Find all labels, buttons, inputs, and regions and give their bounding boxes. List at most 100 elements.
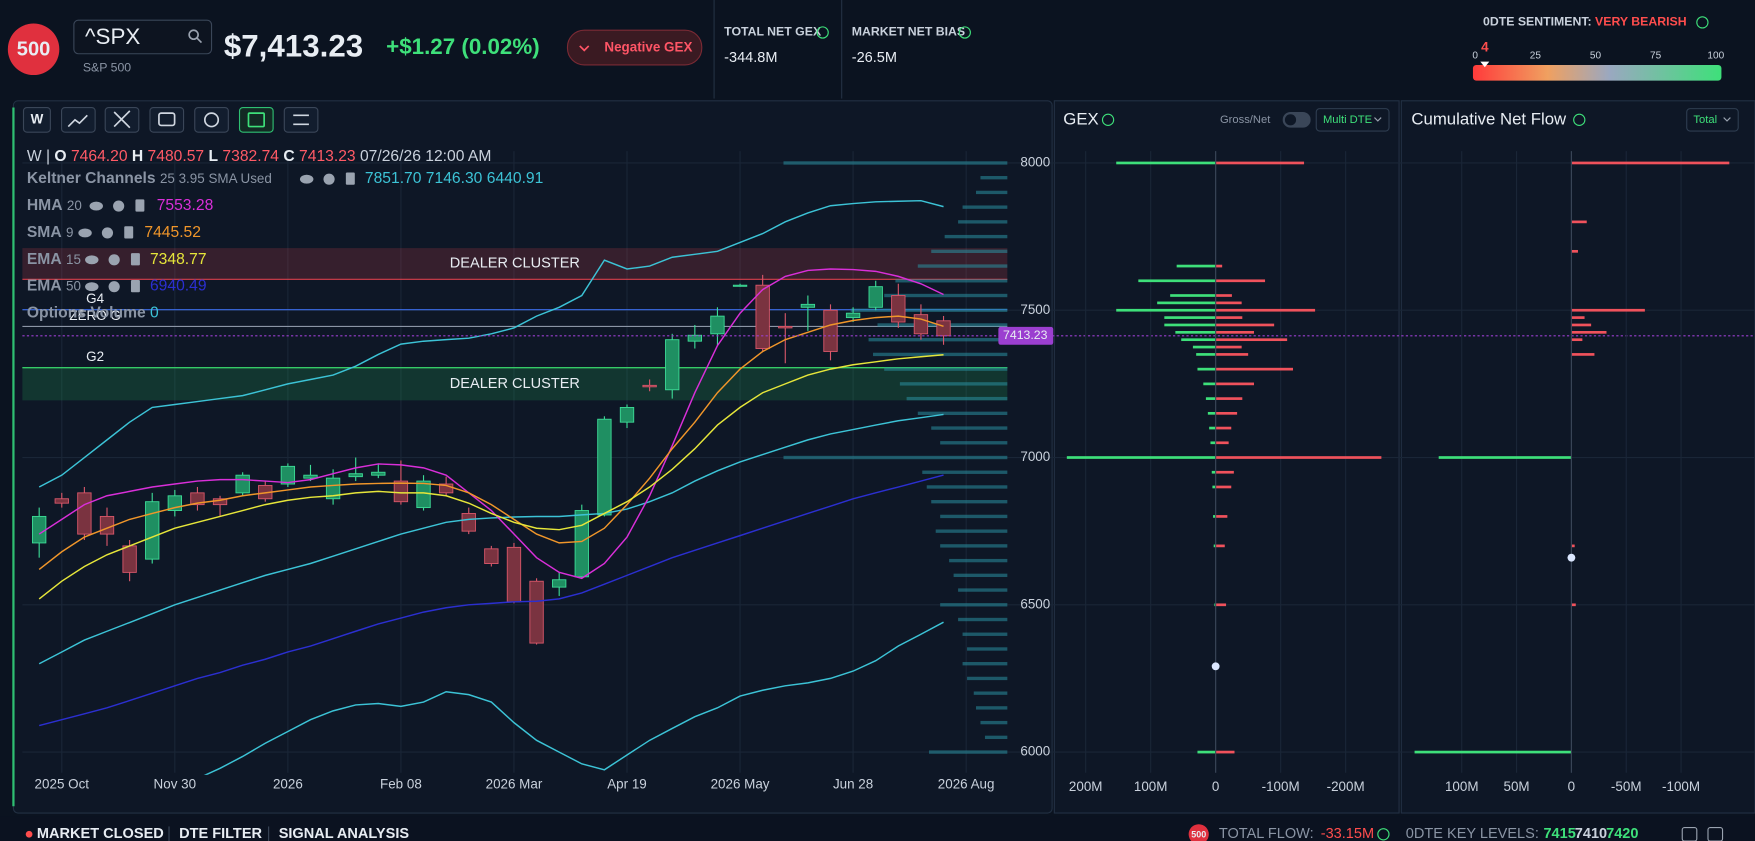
candle-body xyxy=(348,473,363,478)
indicator-line xyxy=(38,354,944,600)
flow-value: -33.15M xyxy=(1321,826,1374,841)
x-tick-label: Apr 19 xyxy=(607,777,647,792)
sentiment-marker xyxy=(1480,61,1490,68)
ohlc-value: 7413.23 xyxy=(299,148,356,165)
info-icon[interactable] xyxy=(958,26,971,39)
gex-bar xyxy=(1215,382,1255,386)
sentiment-tick: 75 xyxy=(1650,51,1662,62)
candle-body xyxy=(529,580,544,644)
icon xyxy=(247,112,265,128)
toggle-knob xyxy=(1284,114,1297,126)
price-tag xyxy=(998,326,1054,345)
candle-body xyxy=(416,480,431,509)
sentiment-bar xyxy=(1472,64,1722,81)
indicator-params: 9 xyxy=(66,224,73,239)
cluster-label: DEALER CLUSTER xyxy=(450,256,580,272)
indicator-line xyxy=(38,268,944,580)
candle-body xyxy=(122,545,137,573)
gex-bar xyxy=(1215,603,1227,607)
footer-tab[interactable]: SIGNAL ANALYSIS xyxy=(279,826,410,841)
volume-bar xyxy=(899,382,1008,386)
indicator-line xyxy=(38,474,944,727)
candle-body xyxy=(552,579,567,588)
indicator-name: SMA xyxy=(27,224,62,241)
info-icon[interactable] xyxy=(1101,113,1115,126)
ohlc-value: 7480.57 xyxy=(148,148,205,165)
bot-button[interactable] xyxy=(149,106,185,133)
symbol-name: S&P 500 xyxy=(83,61,131,75)
volume-bar xyxy=(935,529,1008,533)
key-level: 7410 xyxy=(1575,826,1607,841)
badge-text: 500 xyxy=(1191,830,1206,840)
gex-bar xyxy=(1213,544,1216,548)
price-tag-text: 7413.23 xyxy=(1003,328,1048,342)
info-icon[interactable] xyxy=(1696,16,1709,29)
search-box[interactable] xyxy=(73,19,213,55)
gex-bar xyxy=(1215,308,1316,312)
candle-body xyxy=(642,384,657,388)
volume-bar xyxy=(884,367,1008,371)
eye-icon xyxy=(78,228,92,238)
candle-body xyxy=(77,492,92,535)
indicators-button[interactable] xyxy=(60,106,96,133)
indicator-legend: Keltner Channels 25 3.95 SMA Used xyxy=(27,170,272,187)
icon-button[interactable] xyxy=(1681,827,1698,841)
y-tick-label: 6000 xyxy=(1020,744,1050,759)
search-icon[interactable] xyxy=(188,29,199,41)
interval-button[interactable] xyxy=(22,106,51,133)
chevron xyxy=(579,45,590,52)
candle-body xyxy=(868,286,883,308)
indicator-name: EMA xyxy=(27,251,62,268)
volume-bar xyxy=(940,603,1008,607)
candle-body xyxy=(665,339,680,391)
info-icon[interactable] xyxy=(816,26,829,39)
gex-bar xyxy=(1215,397,1243,400)
stat-value: -26.5M xyxy=(852,50,897,66)
icon xyxy=(293,114,309,126)
x-tick-label: -200M xyxy=(1327,779,1365,794)
gex-bar xyxy=(1170,294,1216,297)
gear-icon xyxy=(113,200,125,212)
gex-bar xyxy=(1571,316,1585,319)
gex-bar xyxy=(1215,301,1242,305)
x-tick-label: 2026 xyxy=(273,777,303,792)
footer-tab[interactable]: DTE FILTER xyxy=(179,826,262,841)
volume-bar xyxy=(868,338,1008,342)
volume-bar xyxy=(980,176,1008,180)
calendar-button[interactable] xyxy=(238,106,274,133)
dropdown[interactable] xyxy=(1686,108,1739,132)
gex-bar xyxy=(1571,338,1583,342)
candle-body xyxy=(145,501,160,560)
level-label: G2 xyxy=(86,349,104,364)
gex-bar xyxy=(1181,338,1216,342)
indicator-value: 7851.70 xyxy=(365,170,422,187)
icon-button[interactable] xyxy=(1707,827,1724,841)
key-level: 7415 xyxy=(1543,826,1575,841)
gex-bar xyxy=(1205,397,1216,400)
settings-button[interactable] xyxy=(283,106,319,133)
dropdown[interactable] xyxy=(1315,108,1390,132)
gex-bar xyxy=(1215,330,1255,334)
candle-body xyxy=(235,474,250,494)
icon xyxy=(203,112,220,128)
gex-badge[interactable] xyxy=(566,29,703,66)
history-button[interactable] xyxy=(194,106,229,133)
y-tick-label: 6500 xyxy=(1020,596,1050,611)
sentiment-state: VERY BEARISH xyxy=(1595,15,1687,29)
y-tick-label: 7000 xyxy=(1020,449,1050,464)
x-tick-label: 100M xyxy=(1445,779,1479,794)
volume-bar xyxy=(783,455,1008,460)
icon xyxy=(67,114,88,128)
volume-bar xyxy=(895,279,1008,283)
volume-bar xyxy=(962,632,1008,636)
info-icon[interactable] xyxy=(1377,828,1390,841)
candle-body xyxy=(597,418,612,516)
volume-bar xyxy=(783,161,1008,165)
candle-body xyxy=(506,546,522,603)
info-icon[interactable] xyxy=(1573,113,1586,126)
icon xyxy=(113,110,131,129)
sentiment-value: 4 xyxy=(1481,40,1489,55)
candle-body xyxy=(574,510,589,578)
